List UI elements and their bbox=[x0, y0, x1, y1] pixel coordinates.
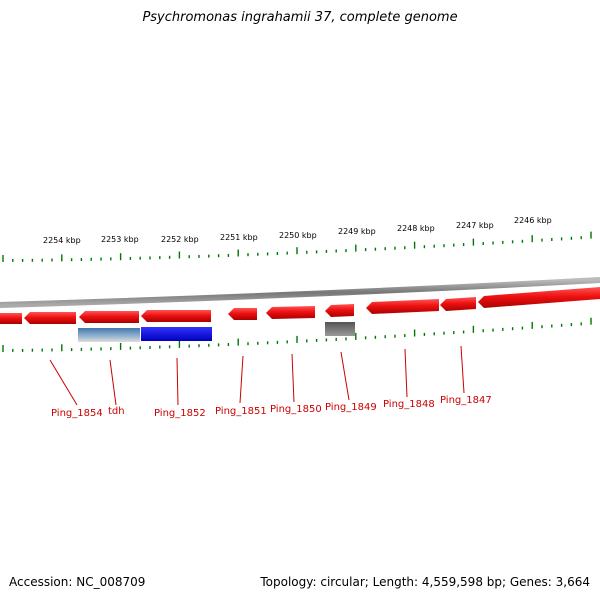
gene-arrow-ping-1854 bbox=[24, 312, 76, 324]
gene-arrows bbox=[0, 287, 600, 324]
gene-label-ping-1849: Ping_1849 bbox=[325, 402, 377, 413]
feature-ping-1852-bar bbox=[141, 327, 212, 341]
gene-arrow-ping-1847 bbox=[440, 297, 476, 311]
kbp-label-2249: 2249 kbp bbox=[338, 227, 376, 236]
gene-arrow-ping-1846 bbox=[478, 287, 600, 308]
feature-tdh-bar bbox=[78, 328, 140, 342]
gene-label-ping-1852: Ping_1852 bbox=[154, 408, 206, 419]
map-title: Psychromonas ingrahamii 37, complete gen… bbox=[142, 10, 458, 25]
gene-label-ping-1854: Ping_1854 bbox=[51, 408, 103, 419]
kbp-label-2252: 2252 kbp bbox=[161, 235, 199, 244]
leader-ping-1849 bbox=[340, 351, 350, 401]
gene-arrow-ping-1848 bbox=[366, 299, 439, 314]
gene-arrow-ping-1849 bbox=[325, 304, 354, 317]
genome-backbone bbox=[0, 277, 600, 308]
kbp-label-2253: 2253 kbp bbox=[101, 235, 139, 244]
feature-ping-1849-bar bbox=[325, 322, 355, 336]
gene-arrow-ping-1855 bbox=[0, 313, 22, 324]
tick-marks-top bbox=[2, 231, 592, 262]
gene-arrow-ping-1851 bbox=[228, 308, 257, 320]
kbp-label-2246: 2246 kbp bbox=[514, 216, 552, 225]
gene-arrow-ping-1850 bbox=[266, 306, 315, 319]
kbp-label-2251: 2251 kbp bbox=[220, 233, 258, 242]
kbp-label-2248: 2248 kbp bbox=[397, 224, 435, 233]
gene-label-ping-1851: Ping_1851 bbox=[215, 406, 267, 417]
gene-label-ping-1848: Ping_1848 bbox=[383, 399, 435, 410]
leader-ping-1847 bbox=[460, 345, 465, 394]
leader-ping-1852 bbox=[176, 357, 179, 406]
leader-tdh bbox=[109, 359, 117, 406]
genome-summary: Topology: circular; Length: 4,559,598 bp… bbox=[260, 575, 590, 589]
gene-arrow-ping-1852 bbox=[141, 310, 211, 322]
gene-label-tdh: tdh bbox=[108, 406, 125, 417]
label-leaders bbox=[49, 345, 465, 406]
kbp-label-2247: 2247 kbp bbox=[456, 221, 494, 230]
leader-ping-1850 bbox=[291, 353, 295, 403]
leader-ping-1854 bbox=[49, 359, 78, 406]
leader-ping-1848 bbox=[404, 348, 408, 398]
accession-text: Accession: NC_008709 bbox=[9, 575, 146, 589]
leader-ping-1851 bbox=[239, 355, 244, 404]
gene-label-ping-1850: Ping_1850 bbox=[270, 404, 322, 415]
gene-arrow-tdh-top bbox=[79, 311, 139, 323]
gene-label-ping-1847: Ping_1847 bbox=[440, 395, 492, 406]
kbp-label-2250: 2250 kbp bbox=[279, 231, 317, 240]
kbp-label-2254: 2254 kbp bbox=[43, 236, 81, 245]
tick-marks-bottom bbox=[2, 317, 592, 352]
